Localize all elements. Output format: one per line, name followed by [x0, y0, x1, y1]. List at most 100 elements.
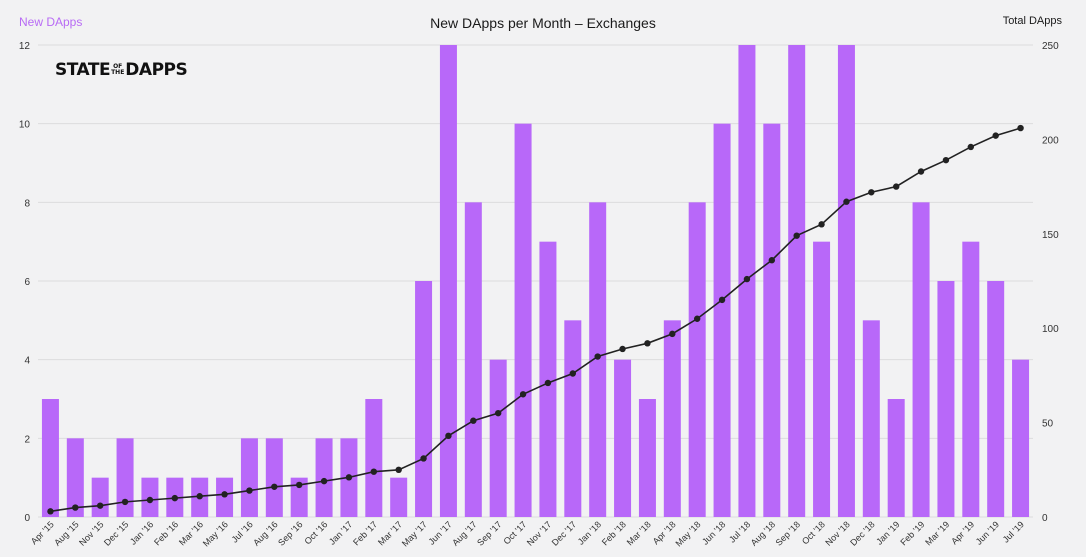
total-point	[345, 474, 353, 481]
x-tick-label: Feb '19	[898, 519, 926, 547]
right-tick-label: 150	[1042, 230, 1059, 241]
x-tick-label: Aug '16	[251, 519, 279, 547]
bar	[290, 477, 308, 517]
x-tick-label: Jun '18	[700, 519, 727, 546]
bar	[837, 45, 855, 517]
bar	[887, 399, 905, 517]
total-point	[320, 477, 328, 485]
x-tick-label: Feb '17	[351, 519, 379, 547]
total-point	[370, 468, 378, 475]
x-tick-label: Apr '19	[949, 519, 976, 546]
total-point	[569, 370, 577, 377]
x-tick-label: Aug '15	[52, 519, 80, 547]
bar	[514, 123, 532, 518]
x-tick-label: Jul '19	[1001, 519, 1026, 544]
x-tick-label: Mar '16	[177, 519, 205, 547]
total-point	[693, 315, 701, 322]
bar	[464, 202, 482, 518]
total-point	[295, 481, 303, 489]
bar	[688, 202, 706, 518]
total-point	[72, 504, 79, 511]
total-point	[494, 409, 502, 417]
total-line	[50, 127, 1021, 513]
total-point	[470, 417, 477, 424]
total-point	[793, 232, 800, 239]
total-point	[942, 156, 950, 164]
total-point	[992, 132, 999, 139]
bar	[116, 438, 134, 517]
x-tick-label: Jan '17	[327, 519, 354, 546]
x-tick-label: Sep '16	[276, 519, 304, 547]
left-tick-label: 10	[19, 120, 31, 131]
total-point	[669, 330, 676, 338]
total-point	[96, 502, 104, 509]
x-tick-label: Nov '18	[823, 519, 851, 547]
left-tick-label: 4	[24, 356, 30, 367]
right-axis-label: Total DApps	[1002, 15, 1062, 27]
bar	[614, 359, 632, 517]
bar	[663, 320, 681, 517]
x-tick-label: Dec '15	[102, 519, 130, 547]
x-tick-label: Sep '18	[774, 519, 802, 547]
total-point	[743, 275, 751, 283]
x-tick-label: Apr '15	[29, 519, 56, 546]
bar	[390, 477, 408, 517]
bar	[489, 359, 507, 517]
total-point	[445, 432, 452, 440]
x-tick-label: Aug '18	[749, 519, 777, 547]
total-point	[246, 487, 253, 494]
total-point	[121, 498, 129, 506]
x-tick-label: Feb '18	[600, 519, 628, 547]
total-point	[594, 353, 601, 360]
total-point	[47, 508, 54, 515]
total-point	[768, 257, 776, 264]
left-tick-label: 0	[24, 513, 30, 524]
total-point	[171, 494, 179, 502]
bar	[439, 45, 457, 517]
x-tick-label: Aug '17	[450, 519, 478, 547]
x-tick-label: Oct '16	[302, 519, 329, 546]
left-tick-label: 2	[24, 434, 30, 445]
x-tick-label: Oct '18	[800, 519, 827, 546]
bar	[564, 320, 582, 517]
total-point	[868, 189, 875, 196]
x-tick-label: Jan '18	[576, 519, 603, 546]
bar	[937, 281, 955, 517]
x-tick-label: May '16	[201, 519, 230, 548]
x-tick-label: Dec '17	[550, 519, 578, 547]
total-point	[644, 340, 651, 347]
total-point	[718, 296, 726, 304]
left-axis-label: New DApps	[19, 15, 83, 29]
x-tick-label: Jun '17	[426, 519, 453, 546]
right-tick-label: 0	[1042, 513, 1048, 524]
bar	[539, 241, 557, 517]
bar	[91, 477, 109, 517]
bar	[962, 241, 980, 517]
x-tick-label: Nov '17	[525, 519, 553, 547]
bar	[788, 45, 806, 517]
state-of-the-dapps-logo: STATE OF THEDAPPS	[55, 60, 188, 80]
bar	[315, 438, 333, 517]
x-tick-label: Jun '19	[974, 519, 1001, 546]
bar	[365, 399, 383, 517]
chart-title: New DApps per Month – Exchanges	[430, 15, 656, 31]
bar	[240, 438, 258, 517]
x-tick-label: May '17	[400, 519, 429, 548]
bar	[265, 438, 283, 517]
total-point	[892, 183, 900, 190]
right-tick-label: 200	[1042, 135, 1059, 146]
right-tick-label: 100	[1042, 324, 1059, 335]
total-point	[196, 493, 203, 500]
x-tick-label: Feb '16	[152, 519, 180, 547]
x-tick-label: Mar '17	[376, 519, 404, 547]
right-tick-label: 250	[1042, 41, 1059, 52]
bar	[638, 399, 656, 517]
bar	[912, 202, 930, 518]
total-point	[818, 221, 825, 228]
bar	[763, 123, 781, 518]
x-tick-label: Nov '15	[77, 519, 105, 547]
total-point	[917, 168, 925, 175]
x-tick-label: Sep '17	[475, 519, 503, 547]
total-point	[619, 345, 626, 353]
total-point	[544, 379, 552, 387]
